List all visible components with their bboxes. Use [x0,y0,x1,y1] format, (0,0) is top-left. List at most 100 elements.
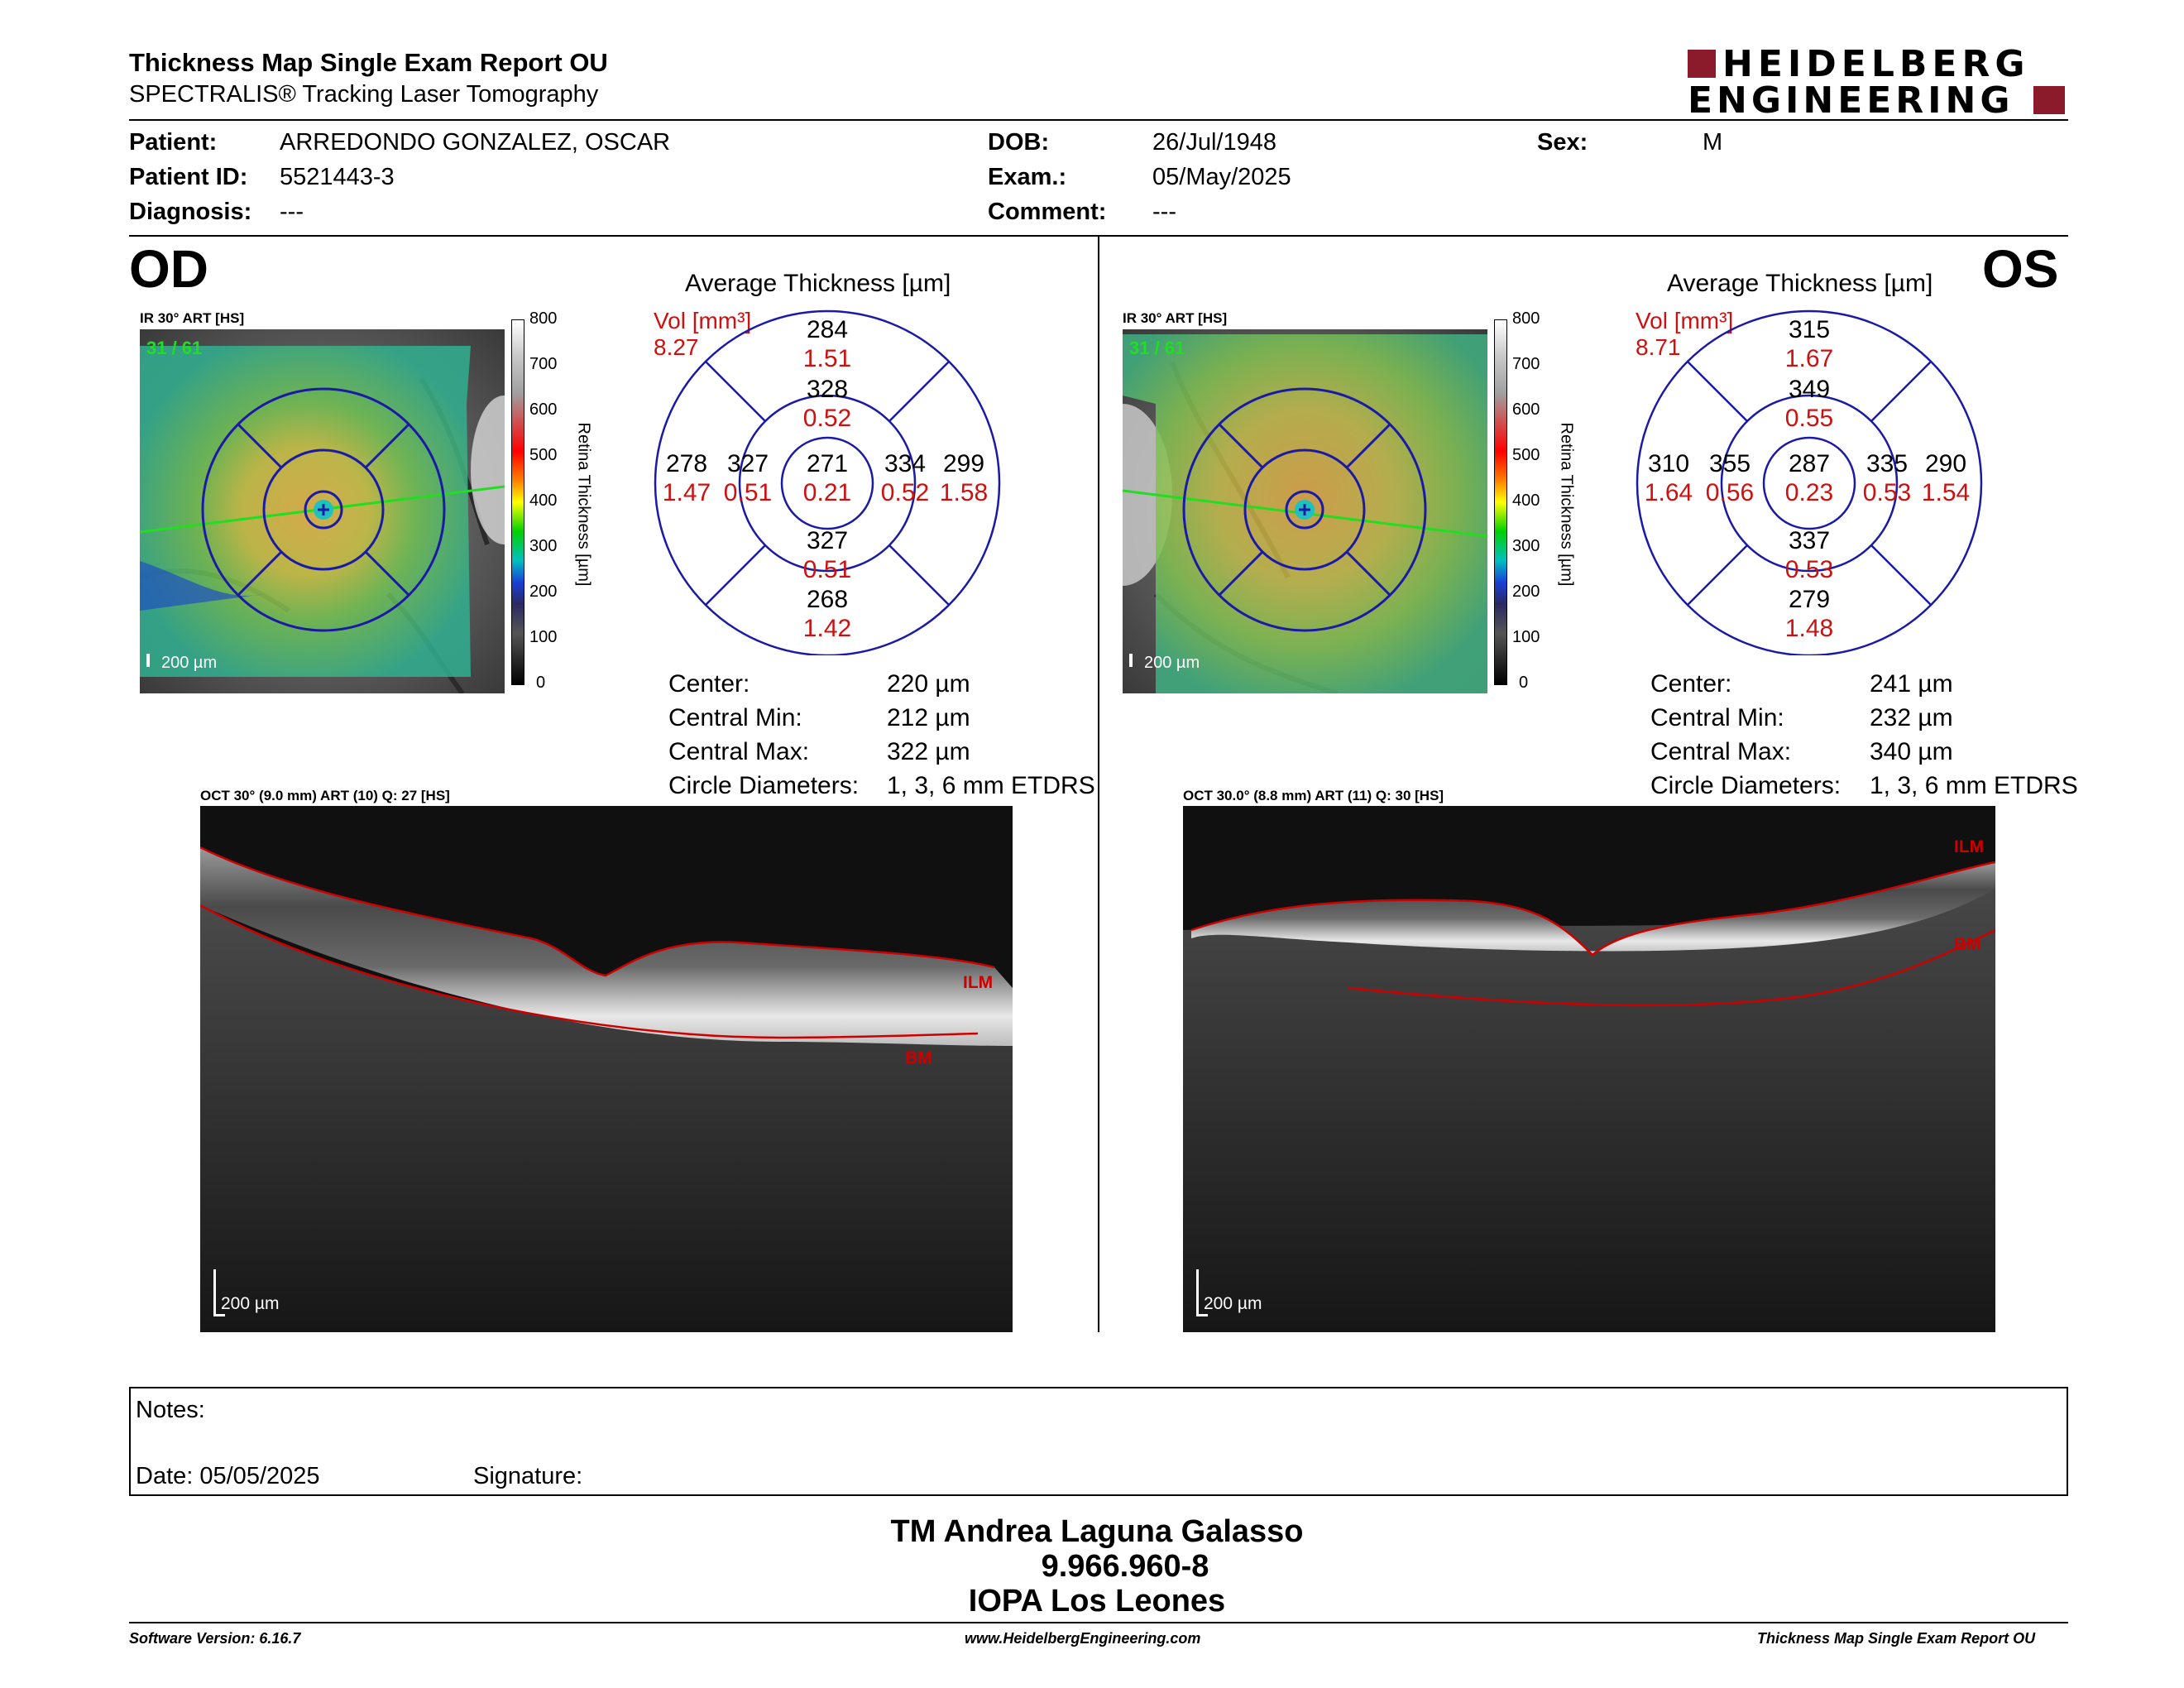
os-oct-scale-bar [1196,1269,1199,1316]
comment-value: --- [1152,199,1176,225]
divider-patient [129,235,2068,237]
patient-label: Patient: [129,129,218,156]
signature-institution: IOPA Los Leones [968,1584,1226,1618]
od-inner-sup: 328 [806,376,849,403]
od-tick: 300 [529,537,558,555]
od-fundus-label: IR 30° ART [HS] [140,310,245,326]
od-fundus-image: 31 / 61 200 µm [140,329,505,693]
od-ilm-label: ILM [963,973,994,992]
os-diam-value: 1, 3, 6 mm ETDRS [1870,772,2078,799]
os-tick: 400 [1512,492,1540,510]
os-outer-right-vol: 1.54 [1921,479,1971,506]
patient-id-label: Patient ID: [129,164,248,190]
od-colorbar [511,319,524,685]
os-fundus-count: 31 / 61 [1129,338,1185,358]
patient-name: ARREDONDO GONZALEZ, OSCAR [280,129,671,156]
logo-text-bottom: ENGINEERING [1688,79,2014,122]
od-diam-label: Circle Diameters: [668,772,860,799]
footer-website-link[interactable]: www.HeidelbergEngineering.com [965,1630,1201,1647]
comment-label: Comment: [988,199,1107,225]
os-fundus-scale: 200 µm [1144,654,1200,672]
signature-id: 9.966.960-8 [1041,1549,1209,1584]
od-max-label: Central Max: [668,738,810,765]
od-outer-sup-vol: 1.51 [802,345,852,372]
os-inner-inf: 337 [1788,527,1831,554]
os-diam-label: Circle Diameters: [1650,772,1842,799]
os-tick: 0 [1519,674,1529,692]
od-tick: 0 [536,674,546,692]
footer-software-version: Software Version: 6.16.7 [129,1630,301,1647]
os-tick: 200 [1512,583,1540,601]
od-inner-right: 334 [884,450,927,477]
od-inner-left-vol: 0.51 [723,479,773,506]
od-avg-title: Average Thickness [µm] [685,270,951,297]
sex-label: Sex: [1537,129,1588,156]
exam-label: Exam.: [988,164,1067,190]
os-tick: 800 [1512,309,1540,328]
os-inner-right: 335 [1866,450,1909,477]
logo-square-top [1688,50,1716,78]
os-vol-value: 8.71 [1636,334,1681,360]
os-outer-left: 310 [1647,450,1690,477]
dob-label: DOB: [988,129,1050,156]
od-fundus-scale-bar [146,654,150,667]
heidelberg-logo: HEIDELBERG ENGINEERING [1688,43,2068,122]
report-title: Thickness Map Single Exam Report OU [129,48,608,77]
od-diam-value: 1, 3, 6 mm ETDRS [887,772,1095,799]
od-fundus-count: 31 / 61 [146,338,203,358]
report-subtitle: SPECTRALIS® Tracking Laser Tomography [129,81,599,108]
od-outer-right-vol: 1.58 [939,479,989,506]
divider-top [129,119,2068,121]
os-inner-left-vol: 0.56 [1705,479,1755,506]
od-etdrs-grid: 284 1.51 328 0.52 278 1.47 327 0.51 271 … [654,308,1001,657]
divider-vertical [1098,237,1099,1332]
od-tick: 500 [529,446,558,464]
os-colorbar-label: Retina Thickness [µm] [1557,422,1576,587]
notes-box: Notes: Date: 05/05/2025 Signature: [129,1387,2068,1496]
od-outer-left: 278 [665,450,708,477]
footer-report-name: Thickness Map Single Exam Report OU [1757,1630,2036,1647]
os-outer-sup: 315 [1788,316,1831,343]
os-center-vol: 0.23 [1784,479,1834,506]
od-tick: 600 [529,400,558,419]
sex-value: M [1703,129,1723,156]
od-outer-left-vol: 1.47 [662,479,711,506]
od-colorbar-label: Retina Thickness [µm] [574,422,593,587]
od-tick: 400 [529,492,558,510]
od-inner-inf-vol: 0.51 [802,556,852,583]
od-inner-left: 327 [726,450,769,477]
diagnosis-value: --- [280,199,304,225]
od-colorbar-ticks: 800 700 600 500 400 300 200 100 0 [529,309,571,692]
os-eye-label: OS [1982,239,2059,299]
od-oct-scale-foot [213,1314,225,1316]
od-oct-label: OCT 30° (9.0 mm) ART (10) Q: 27 [HS] [200,788,450,803]
od-bm-label: BM [905,1048,932,1067]
os-inner-sup-vol: 0.55 [1784,405,1834,432]
os-colorbar-ticks: 800 700 600 500 400 300 200 100 0 [1512,309,1554,692]
os-tick: 700 [1512,355,1540,373]
diagnosis-label: Diagnosis: [129,199,252,225]
os-outer-inf-vol: 1.48 [1784,615,1834,642]
od-min-label: Central Min: [668,704,802,731]
os-inner-left: 355 [1708,450,1751,477]
od-tick: 200 [529,583,558,601]
od-inner-inf: 327 [806,527,849,554]
os-etdrs-grid: 315 1.67 349 0.55 310 1.64 355 0.56 287 … [1636,308,1983,657]
od-outer-inf-vol: 1.42 [802,615,852,642]
os-tick: 300 [1512,537,1540,555]
od-tick: 800 [529,309,558,328]
os-outer-inf: 279 [1788,586,1831,613]
os-inner-inf-vol: 0.53 [1784,556,1834,583]
od-outer-sup: 284 [806,316,849,343]
divider-footer [129,1622,2068,1623]
od-vol-value: 8.27 [654,334,699,360]
os-oct-label: OCT 30.0° (8.8 mm) ART (11) Q: 30 [HS] [1183,788,1444,803]
patient-id: 5521443-3 [280,164,395,190]
od-tick: 700 [529,355,558,373]
os-center: 287 [1788,450,1831,477]
os-inner-sup: 349 [1788,376,1831,403]
os-oct-scale-foot [1196,1314,1208,1316]
od-center-vol: 0.21 [802,479,852,506]
exam-value: 05/May/2025 [1152,164,1291,190]
od-outer-inf: 268 [806,586,849,613]
